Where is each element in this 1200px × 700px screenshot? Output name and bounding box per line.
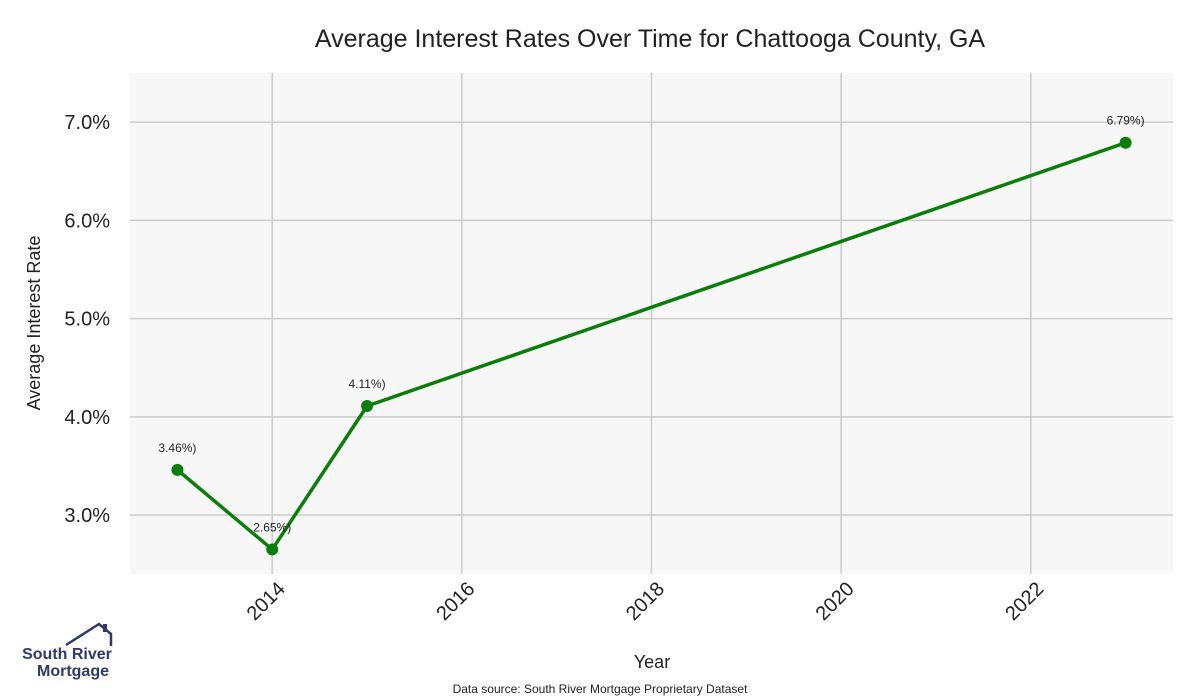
x-tick-label: 2016 — [432, 578, 479, 625]
data-source-note: Data source: South River Mortgage Propri… — [453, 682, 748, 696]
grid-lines — [130, 73, 1173, 574]
series-line — [176, 141, 1127, 552]
series-layer: 3.46%) 2.65%) 4.11%) 6.79%) — [158, 114, 1145, 556]
y-tick-label: 7.0% — [64, 112, 110, 134]
y-axis-ticks: 3.0% 4.0% 5.0% 6.0% 7.0% — [64, 112, 110, 527]
x-tick-label: 2018 — [622, 578, 669, 625]
x-tick-label: 2020 — [812, 578, 859, 625]
y-tick-label: 4.0% — [64, 407, 110, 429]
data-point — [1119, 136, 1132, 149]
data-label: 3.46%) — [158, 441, 196, 455]
data-label: 6.79%) — [1107, 114, 1145, 128]
x-axis-ticks: 2014 2016 2018 2020 2022 — [243, 578, 1049, 625]
x-tick-label: 2014 — [243, 578, 290, 625]
logo-line-2: Mortgage — [37, 663, 109, 680]
chart-title: Average Interest Rates Over Time for Cha… — [315, 25, 986, 53]
x-tick-label: 2022 — [1001, 578, 1048, 625]
house-chimney-icon — [103, 624, 107, 632]
data-label: 4.11%) — [348, 377, 385, 391]
data-point — [361, 400, 374, 413]
y-tick-label: 3.0% — [64, 505, 110, 527]
south-river-logo: South River Mortgage — [22, 622, 113, 680]
y-tick-label: 6.0% — [64, 210, 110, 232]
data-label: 2.65%) — [253, 520, 291, 534]
logo-line-1: South River — [22, 646, 112, 663]
data-point — [266, 543, 279, 556]
x-axis-label: Year — [634, 652, 670, 672]
data-point — [171, 463, 184, 476]
y-axis-label: Average Interest Rate — [24, 236, 44, 411]
y-tick-label: 5.0% — [64, 309, 110, 331]
